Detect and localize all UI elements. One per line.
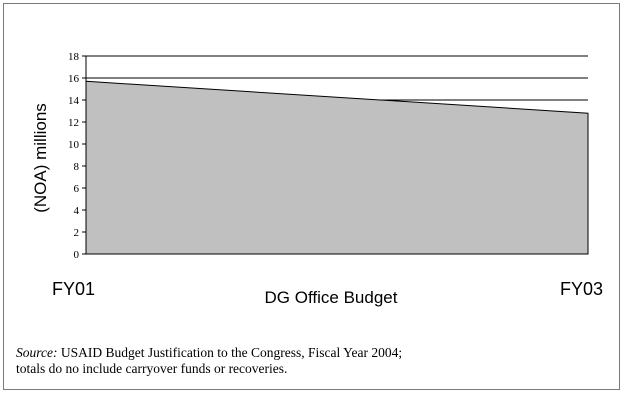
source-line2: totals do no include carryover funds or …: [16, 361, 288, 376]
y-tick-label-18: 18: [68, 51, 80, 63]
area-series: [85, 80, 589, 255]
y-tick-label-16: 16: [68, 73, 80, 85]
area-chart: 0 2 4 6 8 10 12 14 16 18 FY01 FY03 DG Office Budg…: [31, 51, 603, 307]
source-note: Source: USAID Budget Justification to th…: [16, 345, 616, 377]
x-category-fy01: FY01: [52, 279, 95, 299]
y-tick-label-10: 10: [68, 139, 80, 151]
y-tick-label-8: 8: [74, 161, 80, 173]
y-tick-label-14: 14: [68, 95, 80, 107]
x-category-fy03: FY03: [560, 279, 603, 299]
y-tick-label-6: 6: [74, 183, 80, 195]
y-axis-label: (NOA) millions: [31, 103, 50, 213]
source-label: Source:: [16, 345, 58, 360]
y-tick-label-12: 12: [68, 117, 79, 129]
x-axis-label: DG Office Budget: [265, 288, 398, 307]
y-ticks: 0 2 4 6 8 10 12 14 16 18: [68, 51, 86, 261]
y-tick-label-2: 2: [74, 227, 80, 239]
axes: [85, 56, 588, 255]
y-tick-label-4: 4: [74, 205, 80, 217]
y-tick-label-0: 0: [74, 249, 80, 261]
source-text: USAID Budget Justification to the Congre…: [57, 345, 403, 360]
